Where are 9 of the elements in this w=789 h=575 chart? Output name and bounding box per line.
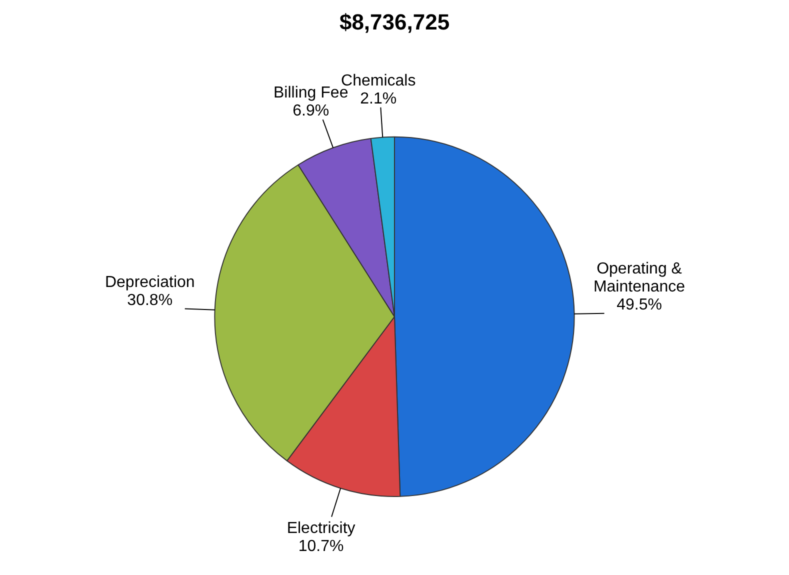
data-label: 30.8% (127, 292, 173, 309)
data-label: 6.9% (292, 102, 330, 120)
slice-label: Operating & Maintenance (593, 260, 686, 296)
chart-title: $8,736,725 (339, 9, 450, 34)
data-label: 49.5% (616, 296, 662, 314)
data-label: 2.1% (360, 90, 397, 108)
data-label: 10.7% (298, 538, 344, 555)
slice-label: Electricity (286, 520, 356, 537)
slice-label: Depreciation (104, 274, 195, 291)
